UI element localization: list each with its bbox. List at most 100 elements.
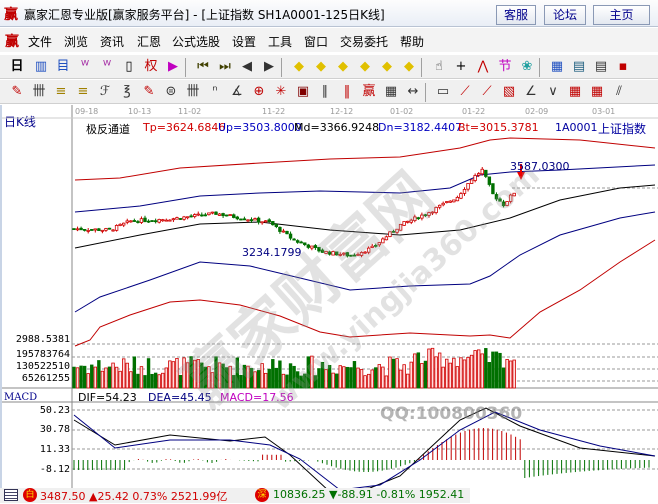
candle-body bbox=[267, 219, 271, 223]
ruler-tool-icon[interactable]: ▦ bbox=[384, 84, 398, 99]
candle-body bbox=[484, 169, 488, 177]
prev-icon[interactable]: ◀ bbox=[242, 59, 252, 74]
yellow-expand-icon[interactable]: ◆ bbox=[338, 59, 348, 74]
candle-body bbox=[125, 220, 129, 223]
fan4-tool-icon[interactable]: ∠ bbox=[525, 84, 537, 99]
first-icon[interactable]: ⏮ bbox=[197, 59, 209, 74]
mesh1-tool-icon[interactable]: ▦ bbox=[568, 84, 582, 99]
customer-service-button[interactable]: 客服 bbox=[496, 5, 536, 25]
color-icon[interactable]: ❀ bbox=[521, 59, 533, 74]
shenzhen-index-quote[interactable]: 10836.25 ▼-88.91 -0.81% 1952.41 bbox=[273, 488, 465, 501]
yellow-shrink-icon[interactable]: ◆ bbox=[360, 59, 370, 74]
calendar-icon[interactable] bbox=[4, 489, 18, 501]
candle-body bbox=[359, 252, 364, 256]
mesh2-tool-icon[interactable]: ▦ bbox=[590, 84, 604, 99]
indicator-icon[interactable]: ▶ bbox=[168, 59, 178, 74]
period-selector[interactable]: 日 bbox=[10, 59, 24, 74]
menu-formula[interactable]: 公式选股 bbox=[172, 35, 221, 49]
w3-icon[interactable]: ᵂ bbox=[80, 59, 90, 74]
candle-body bbox=[82, 229, 87, 231]
candle-type-icon[interactable]: ▯ bbox=[125, 59, 133, 74]
macd-axis-label: 50.23 bbox=[39, 405, 70, 416]
pen-tool-icon[interactable]: ✎ bbox=[11, 84, 23, 99]
wave-tool-icon[interactable]: ℥ bbox=[123, 84, 131, 99]
gold2-tool-icon[interactable]: ≡ bbox=[77, 84, 89, 99]
macd-dea: DEA=45.45 bbox=[148, 391, 212, 404]
menu-window[interactable]: 窗口 bbox=[304, 35, 329, 49]
candle-body bbox=[469, 179, 474, 184]
fan1-tool-icon[interactable]: ⟋ bbox=[460, 84, 470, 99]
candle-body bbox=[143, 217, 147, 222]
volume-bar bbox=[480, 353, 484, 389]
box-tool-icon[interactable]: ▣ bbox=[296, 84, 310, 99]
period-tool-icon[interactable]: ‖ bbox=[343, 84, 351, 99]
shanghai-index-quote[interactable]: 3487.50 ▲25.42 0.73% 2521.99亿 bbox=[40, 490, 228, 503]
volume-bar bbox=[104, 367, 108, 389]
yellow-right-icon[interactable]: ◆ bbox=[316, 59, 326, 74]
crosshair-icon[interactable]: + bbox=[455, 59, 467, 74]
status-bar: 白 3487.50 ▲25.42 0.73% 2521.99亿 深 10836.… bbox=[0, 488, 470, 503]
last-icon[interactable]: ⏭ bbox=[219, 59, 231, 74]
candle-body bbox=[480, 168, 484, 175]
volume-bar bbox=[342, 366, 346, 389]
homepage-button[interactable]: 主页 bbox=[593, 5, 650, 25]
fan3-tool-icon[interactable]: ▧ bbox=[502, 84, 516, 99]
calculator-icon[interactable]: ▤ bbox=[572, 59, 586, 74]
chart-area[interactable] bbox=[0, 105, 658, 488]
menu-huien[interactable]: 汇恩 bbox=[137, 35, 162, 49]
candle-body bbox=[256, 217, 261, 223]
angle-tool-icon[interactable]: ∡ bbox=[231, 84, 243, 99]
circle-tool-icon[interactable]: ⊜ bbox=[165, 84, 177, 99]
weight-icon[interactable]: 权 bbox=[144, 59, 158, 74]
fan2-tool-icon[interactable]: ⟋ bbox=[482, 84, 492, 99]
toolbar-separator bbox=[421, 58, 422, 77]
marker-tool-icon[interactable]: ✎ bbox=[143, 84, 155, 99]
candle-body bbox=[441, 202, 445, 206]
draw-icon[interactable]: ⋀ bbox=[477, 59, 489, 74]
candle-body bbox=[274, 224, 279, 227]
menu-trade[interactable]: 交易委托 bbox=[340, 35, 389, 49]
yellow-in-icon[interactable]: ◆ bbox=[382, 59, 392, 74]
yellow-left-icon[interactable]: ◆ bbox=[294, 59, 304, 74]
menu-file[interactable]: 文件 bbox=[28, 35, 53, 49]
rect-tool-icon[interactable]: ▭ bbox=[436, 84, 450, 99]
disk-icon[interactable]: ▪ bbox=[618, 59, 628, 74]
save-formula-icon[interactable]: 节 bbox=[498, 59, 512, 74]
next-icon[interactable]: ▶ bbox=[264, 59, 274, 74]
macd-axis-label: 30.78 bbox=[39, 424, 70, 435]
measure-tool-icon[interactable]: ↔ bbox=[407, 84, 419, 99]
menu-news[interactable]: 资讯 bbox=[100, 35, 125, 49]
candle-body bbox=[132, 220, 137, 222]
yellow-out-icon[interactable]: ◆ bbox=[404, 59, 414, 74]
n2-tool-icon[interactable]: ⁿ bbox=[212, 84, 218, 99]
candle-body bbox=[153, 220, 158, 223]
lines-tool-icon[interactable]: 卌 bbox=[186, 84, 200, 99]
volume-bar bbox=[484, 348, 488, 389]
v-tool-icon[interactable]: ∨ bbox=[548, 84, 558, 99]
w9-icon[interactable]: ᵂ bbox=[102, 59, 112, 74]
calendar-icon[interactable]: ▦ bbox=[550, 59, 564, 74]
notes-icon[interactable]: ▤ bbox=[594, 59, 608, 74]
fib-tool-icon[interactable]: ℱ bbox=[99, 84, 111, 99]
hand-icon[interactable]: ☝ bbox=[435, 59, 443, 74]
parallel-tool-icon[interactable]: ∥ bbox=[321, 84, 329, 99]
forum-button[interactable]: 论坛 bbox=[544, 5, 586, 25]
candle-body bbox=[182, 216, 186, 220]
volume-bar bbox=[494, 351, 499, 389]
more-tool-icon[interactable]: ⫽ bbox=[616, 84, 622, 99]
menu-browse[interactable]: 浏览 bbox=[64, 35, 89, 49]
menu-tools[interactable]: 工具 bbox=[268, 35, 293, 49]
volume-bar bbox=[313, 375, 318, 389]
menu-help[interactable]: 帮助 bbox=[400, 35, 425, 49]
logo-tool-icon[interactable]: 赢 bbox=[362, 84, 376, 99]
gold1-tool-icon[interactable]: ≡ bbox=[55, 84, 67, 99]
target-tool-icon[interactable]: ⊕ bbox=[253, 84, 265, 99]
f10-icon[interactable]: 目 bbox=[56, 59, 70, 74]
menu-settings[interactable]: 设置 bbox=[232, 35, 257, 49]
candle-body bbox=[420, 214, 424, 219]
chart-toggle-icon[interactable]: ▥ bbox=[34, 59, 48, 74]
candle-body bbox=[214, 211, 218, 215]
grid-tool-icon[interactable]: 卌 bbox=[32, 84, 46, 99]
star-tool-icon[interactable]: ✳ bbox=[275, 84, 287, 99]
